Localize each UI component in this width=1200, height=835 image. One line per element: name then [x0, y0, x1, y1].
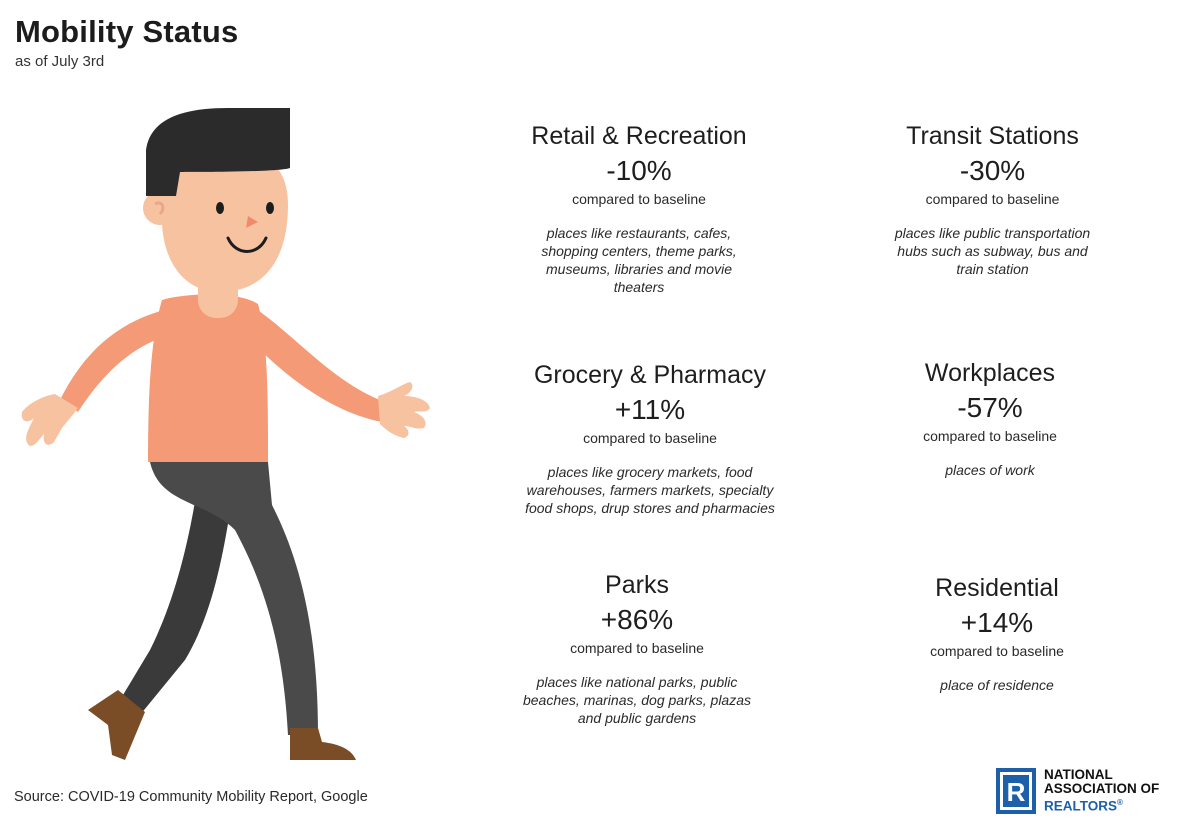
front-hand — [378, 382, 430, 438]
logo-line-1: NATIONAL — [1044, 767, 1113, 783]
card-residential: Residential +14% compared to baseline pl… — [866, 573, 1128, 694]
card-comparison: compared to baseline — [583, 430, 717, 446]
card-comparison: compared to baseline — [925, 191, 1060, 207]
card-value: -10% — [606, 155, 672, 186]
card-value: -57% — [957, 392, 1023, 423]
logo-realtors: REALTORS — [1044, 798, 1118, 814]
source-note: Source: COVID-19 Community Mobility Repo… — [14, 789, 368, 805]
nar-logo: R NATIONAL ASSOCIATION OF REALTORS® — [996, 768, 1159, 814]
mouth — [226, 236, 268, 253]
front-arm — [250, 305, 382, 422]
card-category: Parks — [605, 571, 669, 599]
card-category: Grocery & Pharmacy — [533, 361, 766, 389]
logo-line-3: REALTORS® — [1044, 796, 1159, 814]
card-description: places like grocery markets, food wareho… — [525, 464, 775, 516]
card-transit-stations: Transit Stations -30% compared to baseli… — [850, 121, 1135, 278]
card-value: +11% — [614, 394, 686, 425]
head — [162, 150, 288, 292]
card-comparison: compared to baseline — [570, 640, 704, 656]
card-category: Workplaces — [924, 359, 1056, 387]
walking-man-illustration — [21, 108, 430, 760]
card-value: +86% — [600, 604, 674, 635]
card-description: places like national parks, public beach… — [522, 674, 751, 726]
ear — [143, 191, 177, 225]
card-grocery-pharmacy: Grocery & Pharmacy +11% compared to base… — [495, 360, 805, 517]
back-hand — [21, 394, 79, 446]
page-title: Mobility Status — [15, 14, 239, 49]
card-parks: Parks +86% compared to baseline places l… — [492, 570, 782, 727]
card-description: places of work — [945, 462, 1035, 478]
nose — [246, 216, 258, 228]
logo-line-2: ASSOCIATION OF — [1044, 781, 1160, 797]
hair — [146, 108, 290, 196]
card-comparison: compared to baseline — [572, 191, 706, 207]
shirt — [148, 294, 268, 462]
card-description: places like restaurants, cafes, shopping… — [541, 225, 737, 295]
card-value: -30% — [959, 155, 1026, 186]
page-subtitle: as of July 3rd — [15, 53, 105, 70]
right-eye — [266, 202, 274, 214]
left-eye — [216, 202, 224, 214]
front-leg — [150, 462, 318, 735]
card-category: Transit Stations — [906, 122, 1079, 150]
card-retail-recreation: Retail & Recreation -10% compared to bas… — [494, 121, 784, 296]
card-description: places like public transportation hubs s… — [894, 225, 1091, 277]
front-shoe — [290, 728, 356, 760]
logo-mark-letter: R — [1007, 777, 1026, 807]
back-leg — [120, 470, 235, 715]
card-value: +14% — [960, 607, 1034, 638]
card-category: Retail & Recreation — [531, 122, 747, 150]
card-workplaces: Workplaces -57% compared to baseline pla… — [860, 358, 1120, 479]
back-shoe — [88, 690, 145, 760]
card-comparison: compared to baseline — [930, 643, 1064, 659]
realtor-r-icon: R — [996, 768, 1036, 814]
card-category: Residential — [935, 574, 1059, 602]
logo-text: NATIONAL ASSOCIATION OF REALTORS® — [1044, 768, 1159, 814]
card-description: place of residence — [940, 677, 1054, 693]
registered-mark: ® — [1117, 798, 1123, 808]
card-comparison: compared to baseline — [923, 428, 1057, 444]
back-arm — [60, 308, 172, 412]
